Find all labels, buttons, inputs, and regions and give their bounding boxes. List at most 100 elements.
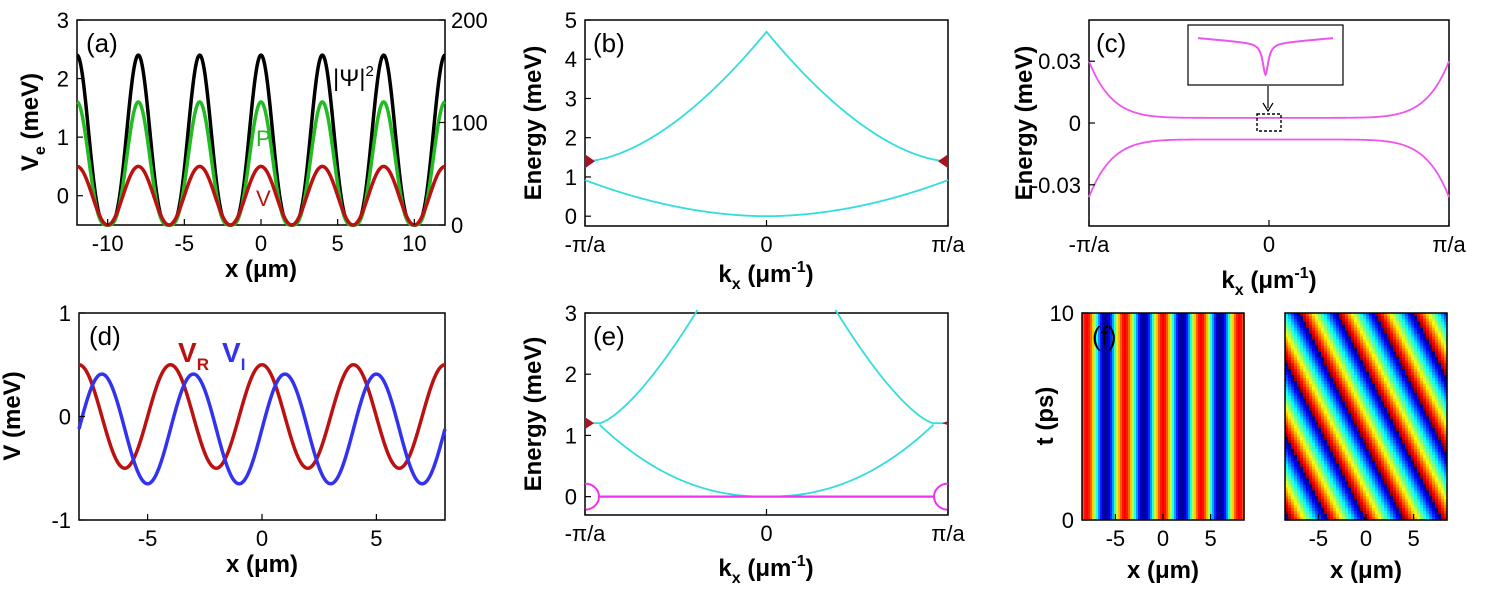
phase-cell [1444,416,1448,421]
phase-cell [1366,428,1370,432]
phase-cell [1366,434,1370,438]
phase-cell [1390,487,1394,492]
phase-cell [1345,378,1349,382]
phase-cell [1321,472,1325,477]
phase-cell [1408,372,1412,376]
phase-cell [1339,342,1343,347]
phase-cell [1387,389,1391,394]
phase-cell [1366,348,1370,353]
phase-cell [1375,514,1379,518]
phase-cell [1306,336,1310,341]
phase-cell [1318,475,1322,480]
phase-cell [1336,454,1340,459]
phase-cell [1411,360,1415,364]
phase-cell [1387,321,1391,326]
phase-cell [1336,354,1340,358]
phase-cell [1285,505,1289,509]
phase-cell [1357,422,1361,426]
phase-cell [1378,493,1382,497]
phase-cell [1309,508,1313,512]
phase-cell [1309,407,1313,412]
phase-cell [1315,348,1319,353]
phase-cell [1441,363,1445,367]
phase-cell [1339,478,1343,483]
phase-cell [1324,375,1328,379]
phase-cell [1360,419,1364,424]
phase-cell [1288,366,1292,370]
phase-cell [1423,404,1427,409]
phase-cell [1393,389,1397,394]
phase-cell [1411,318,1415,323]
phase-cell [1309,366,1313,370]
density-column [1150,313,1153,520]
phase-cell [1426,437,1430,441]
phase-cell [1303,357,1307,361]
phase-cell [1414,383,1418,388]
phase-cell [1330,505,1334,509]
density-column [1090,313,1093,520]
phase-cell [1330,342,1334,347]
phase-cell [1438,342,1442,347]
phase-cell [1381,342,1385,347]
panel-a-p-label: P [256,126,271,151]
phase-cell [1297,313,1301,317]
phase-cell [1330,434,1334,438]
density-column [1180,313,1183,520]
phase-cell [1411,392,1415,397]
phase-cell [1285,517,1289,521]
phase-cell [1408,416,1412,421]
phase-cell [1417,398,1421,403]
phase-cell [1354,378,1358,382]
panel-b-ylabel: Energy (meV) [520,46,547,201]
phase-cell [1372,342,1376,347]
phase-cell [1432,383,1436,388]
phase-cell [1396,446,1400,450]
phase-cell [1414,451,1418,456]
phase-cell [1345,315,1349,320]
phase-cell [1363,493,1367,497]
phase-cell [1324,321,1328,326]
phase-cell [1393,469,1397,474]
phase-cell [1381,499,1385,503]
phase-cell [1312,366,1316,370]
phase-cell [1351,342,1355,347]
phase-cell [1342,345,1346,350]
phase-cell [1354,514,1358,518]
phase-cell [1309,428,1313,432]
phase-cell [1411,330,1415,335]
phase-cell [1414,330,1418,335]
phase-cell [1297,457,1301,462]
phase-cell [1312,404,1316,409]
phase-cell [1387,315,1391,320]
phase-cell [1297,315,1301,320]
phase-cell [1369,381,1373,385]
phase-cell [1318,502,1322,506]
phase-cell [1348,481,1352,486]
phase-cell [1321,481,1325,486]
phase-cell [1411,321,1415,326]
phase-cell [1354,517,1358,521]
phase-cell [1342,419,1346,424]
phase-cell [1351,499,1355,503]
phase-cell [1399,493,1403,497]
phase-cell [1330,511,1334,515]
phase-cell [1312,449,1316,453]
phase-cell [1390,407,1394,412]
phase-cell [1300,454,1304,459]
phase-cell [1327,517,1331,521]
phase-cell [1300,366,1304,370]
phase-cell [1399,484,1403,489]
phase-cell [1294,472,1298,477]
phase-cell [1285,466,1289,471]
phase-cell [1435,508,1439,512]
panel-a-xlabel: x (μm) [225,256,297,283]
phase-cell [1336,395,1340,400]
phase-cell [1441,466,1445,471]
phase-cell [1420,389,1424,394]
phase-cell [1408,457,1412,462]
phase-cell [1396,354,1400,358]
phase-cell [1387,514,1391,518]
phase-cell [1387,410,1391,415]
phase-cell [1300,472,1304,477]
phase-cell [1345,369,1349,373]
